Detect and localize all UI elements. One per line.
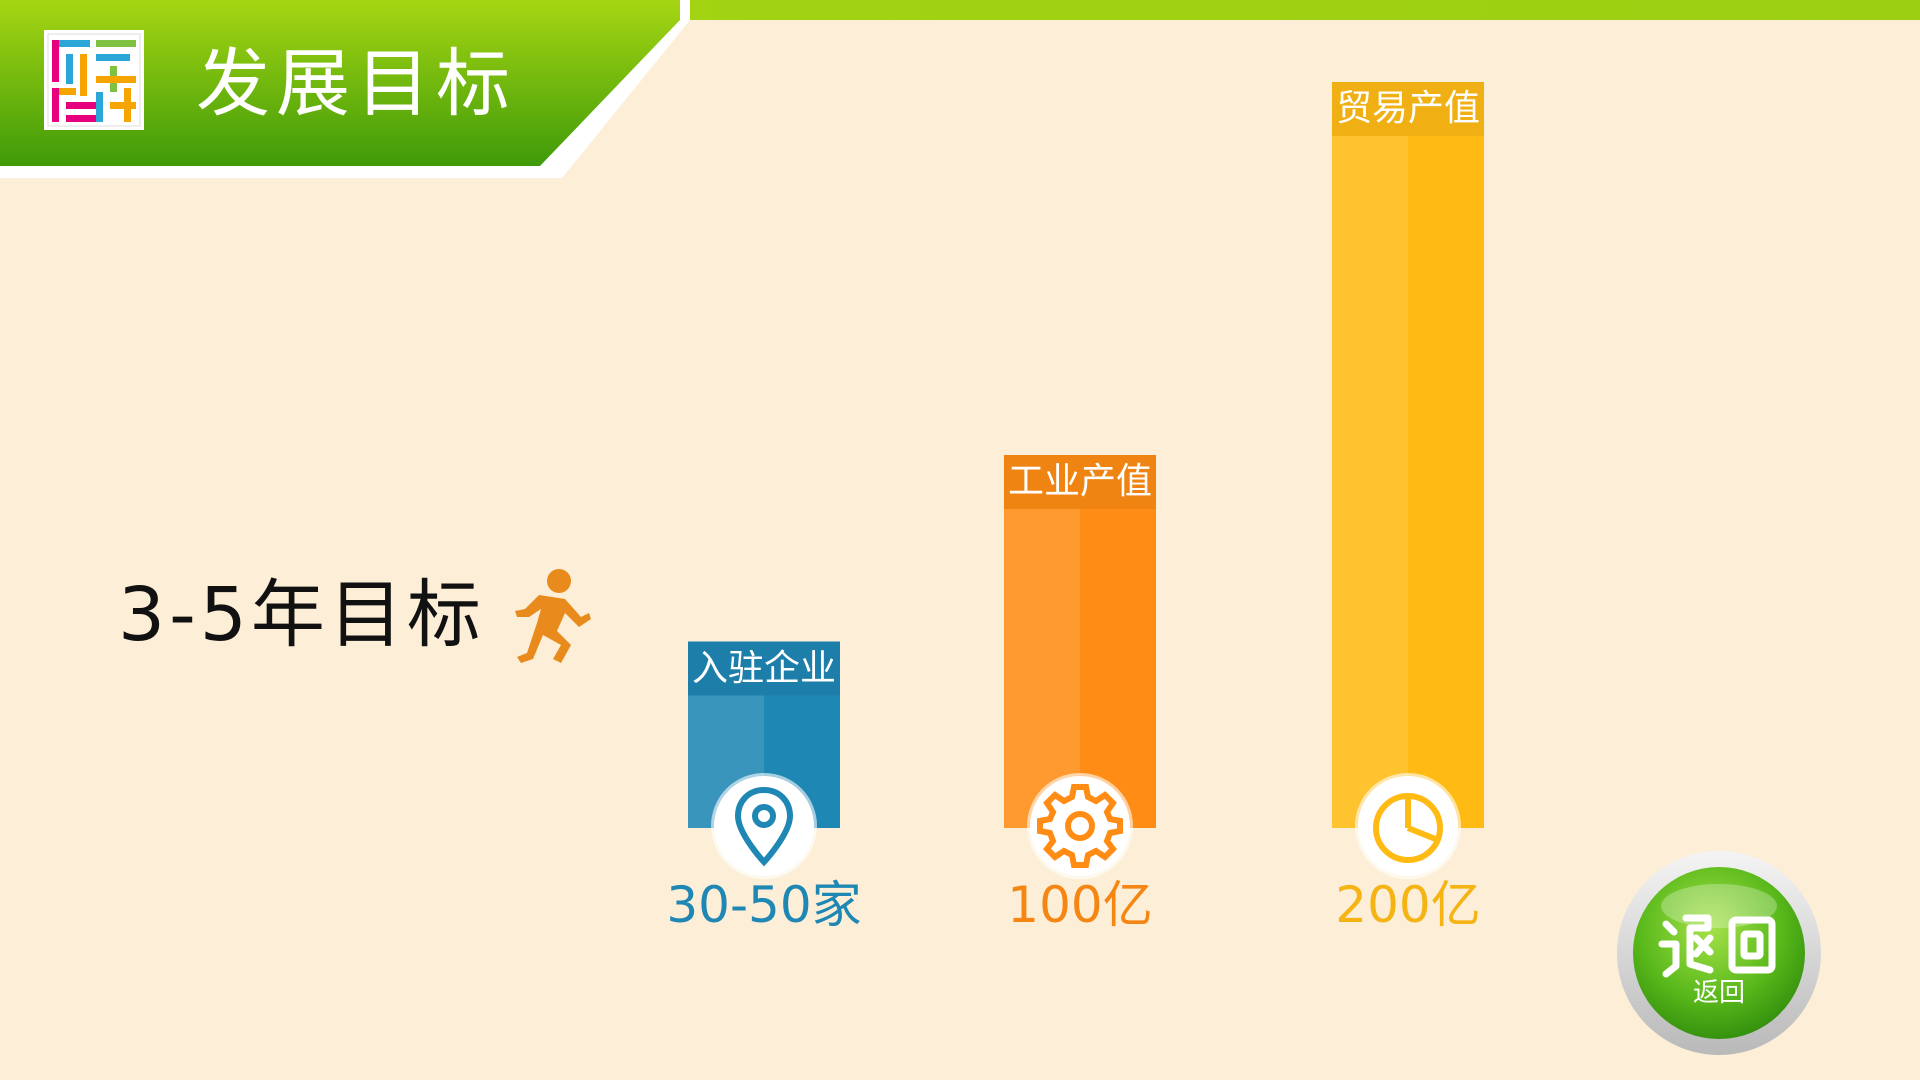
value-label: 200亿 <box>1335 876 1481 934</box>
category-label: 贸易产值 <box>1335 88 1480 129</box>
bar-highlight <box>1332 82 1408 828</box>
bar <box>688 641 840 828</box>
header-band <box>0 0 690 178</box>
bar <box>1004 455 1156 828</box>
running-person-icon <box>514 569 591 663</box>
return-seal-icon: 返回 <box>1617 848 1821 1055</box>
value-label: 30-50家 <box>666 876 862 934</box>
bar-highlight <box>1004 455 1080 828</box>
bar-label-cap <box>1004 455 1156 509</box>
bar-label-cap <box>1332 82 1484 136</box>
pie-chart-icon <box>1358 776 1458 876</box>
return-button-label: 返回 <box>1692 978 1745 1008</box>
bar <box>1332 82 1484 828</box>
colorful-maze-logo <box>44 30 144 130</box>
subtitle: 3-5年目标 <box>118 572 485 658</box>
category-label: 入驻企业 <box>691 647 836 689</box>
value-label: 100亿 <box>1007 876 1153 934</box>
bar-label-cap <box>688 641 840 696</box>
page-title: 发展目标 <box>196 41 516 127</box>
subtitle-row: 3-5年目标 <box>118 565 595 665</box>
return-button[interactable]: 返回 返回 <box>1614 848 1824 1058</box>
category-label: 工业产值 <box>1007 461 1152 502</box>
gear-icon <box>1030 776 1130 876</box>
location-pin-icon <box>714 776 814 876</box>
seal-text: 返回 <box>1719 848 1721 849</box>
